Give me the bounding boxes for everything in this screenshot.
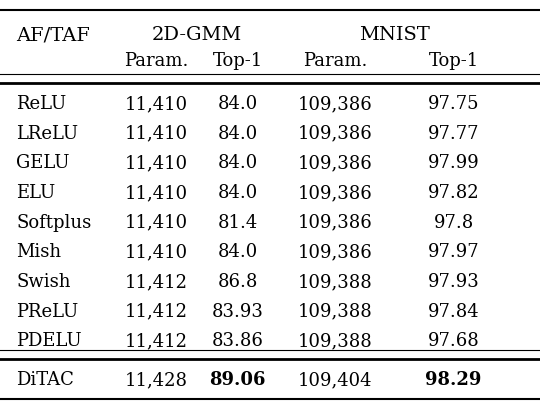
Text: 81.4: 81.4 bbox=[218, 214, 258, 232]
Text: Softplus: Softplus bbox=[16, 214, 91, 232]
Text: 109,386: 109,386 bbox=[298, 243, 372, 261]
Text: MNIST: MNIST bbox=[359, 26, 430, 44]
Text: 109,386: 109,386 bbox=[298, 184, 372, 202]
Text: 83.86: 83.86 bbox=[212, 332, 264, 350]
Text: Top-1: Top-1 bbox=[212, 52, 263, 70]
Text: 11,410: 11,410 bbox=[125, 184, 188, 202]
Text: 97.75: 97.75 bbox=[428, 95, 480, 113]
Text: 97.68: 97.68 bbox=[428, 332, 480, 350]
Text: 97.8: 97.8 bbox=[434, 214, 474, 232]
Text: Param.: Param. bbox=[124, 52, 189, 70]
Text: Mish: Mish bbox=[16, 243, 62, 261]
Text: 11,410: 11,410 bbox=[125, 95, 188, 113]
Text: 11,428: 11,428 bbox=[125, 372, 188, 389]
Text: 97.97: 97.97 bbox=[428, 243, 480, 261]
Text: PReLU: PReLU bbox=[16, 303, 78, 321]
Text: 89.06: 89.06 bbox=[210, 372, 266, 389]
Text: Top-1: Top-1 bbox=[428, 52, 479, 70]
Text: LReLU: LReLU bbox=[16, 125, 78, 143]
Text: 109,388: 109,388 bbox=[298, 303, 372, 321]
Text: 11,412: 11,412 bbox=[125, 332, 188, 350]
Text: 84.0: 84.0 bbox=[218, 243, 258, 261]
Text: 109,388: 109,388 bbox=[298, 332, 372, 350]
Text: 109,386: 109,386 bbox=[298, 154, 372, 172]
Text: ELU: ELU bbox=[16, 184, 56, 202]
Text: 2D-GMM: 2D-GMM bbox=[152, 26, 242, 44]
Text: 83.93: 83.93 bbox=[212, 303, 264, 321]
Text: 11,410: 11,410 bbox=[125, 154, 188, 172]
Text: PDELU: PDELU bbox=[16, 332, 82, 350]
Text: Param.: Param. bbox=[302, 52, 367, 70]
Text: Swish: Swish bbox=[16, 273, 71, 291]
Text: 97.99: 97.99 bbox=[428, 154, 480, 172]
Text: 11,410: 11,410 bbox=[125, 125, 188, 143]
Text: GELU: GELU bbox=[16, 154, 70, 172]
Text: 11,410: 11,410 bbox=[125, 214, 188, 232]
Text: 84.0: 84.0 bbox=[218, 125, 258, 143]
Text: 84.0: 84.0 bbox=[218, 95, 258, 113]
Text: 109,388: 109,388 bbox=[298, 273, 372, 291]
Text: 84.0: 84.0 bbox=[218, 154, 258, 172]
Text: 97.77: 97.77 bbox=[428, 125, 480, 143]
Text: 109,386: 109,386 bbox=[298, 95, 372, 113]
Text: ReLU: ReLU bbox=[16, 95, 66, 113]
Text: 86.8: 86.8 bbox=[218, 273, 258, 291]
Text: 97.84: 97.84 bbox=[428, 303, 480, 321]
Text: 11,410: 11,410 bbox=[125, 243, 188, 261]
Text: 11,412: 11,412 bbox=[125, 303, 188, 321]
Text: 109,386: 109,386 bbox=[298, 125, 372, 143]
Text: 11,412: 11,412 bbox=[125, 273, 188, 291]
Text: 109,386: 109,386 bbox=[298, 214, 372, 232]
Text: 84.0: 84.0 bbox=[218, 184, 258, 202]
Text: 97.82: 97.82 bbox=[428, 184, 480, 202]
Text: AF/TAF: AF/TAF bbox=[16, 26, 90, 44]
Text: DiTAC: DiTAC bbox=[16, 372, 74, 389]
Text: 109,404: 109,404 bbox=[298, 372, 372, 389]
Text: 98.29: 98.29 bbox=[426, 372, 482, 389]
Text: 97.93: 97.93 bbox=[428, 273, 480, 291]
